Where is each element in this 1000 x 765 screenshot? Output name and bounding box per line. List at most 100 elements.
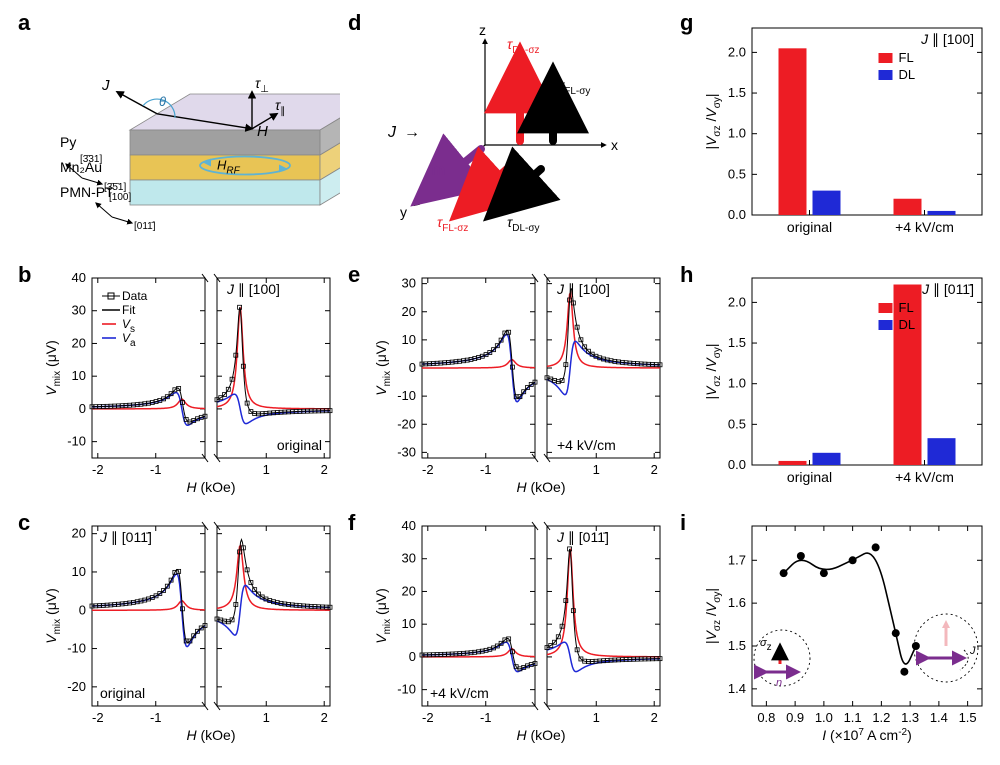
svg-text:2: 2 bbox=[321, 462, 328, 477]
svg-text:1.0: 1.0 bbox=[728, 376, 746, 391]
svg-text:|Vσz /Vσy|: |Vσz /Vσy| bbox=[703, 588, 723, 644]
panel-label-f: f bbox=[348, 510, 355, 536]
svg-text:30: 30 bbox=[402, 276, 416, 291]
svg-text:Vmix (μV): Vmix (μV) bbox=[373, 588, 393, 644]
svg-text:Vmix (μV): Vmix (μV) bbox=[373, 340, 393, 396]
svg-text:0: 0 bbox=[409, 360, 416, 375]
svg-text:2: 2 bbox=[651, 462, 658, 477]
panel-label-b: b bbox=[18, 262, 31, 288]
svg-text:2: 2 bbox=[651, 710, 658, 725]
svg-text:J ∥ [100]: J ∥ [100] bbox=[556, 281, 610, 297]
panel-label-a: a bbox=[18, 10, 30, 36]
svg-text:-1: -1 bbox=[150, 710, 162, 725]
svg-text:→: → bbox=[404, 124, 420, 141]
panel-a-schematic: PyMn₂AuPMN-PTJHθτ∥τ⊥HRF[3̄31][3̄5̄1][100… bbox=[40, 20, 340, 245]
svg-text:-20: -20 bbox=[67, 679, 86, 694]
svg-text:DL: DL bbox=[899, 317, 916, 332]
svg-text:I (×107 A cm-2): I (×107 A cm-2) bbox=[822, 727, 912, 743]
svg-text:1.6: 1.6 bbox=[728, 595, 746, 610]
svg-text:τ⊥: τ⊥ bbox=[255, 75, 269, 95]
svg-text:1.1: 1.1 bbox=[844, 710, 862, 725]
svg-text:original: original bbox=[100, 685, 145, 701]
svg-text:0.0: 0.0 bbox=[728, 207, 746, 222]
svg-text:-2: -2 bbox=[92, 710, 104, 725]
svg-text:original: original bbox=[277, 437, 322, 453]
svg-text:τFL-σy: τFL-σy bbox=[559, 77, 590, 97]
svg-text:J ∥ [100]: J ∥ [100] bbox=[226, 281, 280, 297]
panel-i-scatter: 0.80.91.01.11.21.31.41.51.41.51.61.7|Vσz… bbox=[700, 518, 990, 748]
svg-text:2.0: 2.0 bbox=[728, 294, 746, 309]
svg-text:-1: -1 bbox=[480, 462, 492, 477]
svg-text:τDL-σy: τDL-σy bbox=[507, 214, 540, 234]
svg-text:1.5: 1.5 bbox=[728, 638, 746, 653]
svg-text:1: 1 bbox=[263, 710, 270, 725]
svg-text:-10: -10 bbox=[67, 641, 86, 656]
svg-text:Data: Data bbox=[122, 289, 148, 303]
svg-text:30: 30 bbox=[402, 551, 416, 566]
svg-text:0: 0 bbox=[79, 602, 86, 617]
svg-text:0.5: 0.5 bbox=[728, 416, 746, 431]
svg-text:[100]: [100] bbox=[109, 192, 131, 203]
svg-text:θ: θ bbox=[159, 94, 166, 109]
svg-text:H (kOe): H (kOe) bbox=[186, 727, 235, 743]
svg-text:-2: -2 bbox=[422, 710, 434, 725]
svg-text:1.2: 1.2 bbox=[872, 710, 890, 725]
svg-text:1.4: 1.4 bbox=[728, 681, 746, 696]
panel-b-stfmr: -10010203040-2-112Vmix (μV)H (kOe)J ∥ [1… bbox=[40, 270, 340, 500]
panel-label-e: e bbox=[348, 262, 360, 288]
svg-text:τFL-σz: τFL-σz bbox=[437, 214, 468, 234]
svg-text:1: 1 bbox=[593, 710, 600, 725]
svg-text:|Vσz /Vσy|: |Vσz /Vσy| bbox=[703, 93, 723, 149]
svg-text:FL: FL bbox=[899, 300, 914, 315]
svg-text:original: original bbox=[787, 219, 832, 235]
svg-text:y: y bbox=[400, 204, 407, 220]
panel-label-i: i bbox=[680, 510, 686, 536]
svg-text:original: original bbox=[787, 469, 832, 485]
svg-text:Fit: Fit bbox=[122, 303, 136, 317]
svg-text:20: 20 bbox=[402, 583, 416, 598]
svg-text:-30: -30 bbox=[397, 444, 416, 459]
svg-text:H (kOe): H (kOe) bbox=[516, 727, 565, 743]
svg-text:20: 20 bbox=[72, 335, 86, 350]
svg-text:0: 0 bbox=[409, 649, 416, 664]
svg-text:Vmix (μV): Vmix (μV) bbox=[43, 340, 63, 396]
svg-text:Py: Py bbox=[60, 134, 76, 150]
svg-text:+4 kV/cm: +4 kV/cm bbox=[895, 219, 954, 235]
svg-text:+4 kV/cm: +4 kV/cm bbox=[895, 469, 954, 485]
svg-text:1: 1 bbox=[593, 462, 600, 477]
svg-text:20: 20 bbox=[402, 304, 416, 319]
svg-text:σz: σz bbox=[760, 637, 772, 653]
svg-text:DL: DL bbox=[899, 67, 916, 82]
svg-text:10: 10 bbox=[72, 564, 86, 579]
panel-h-bar: 0.00.51.01.52.0original+4 kV/cm|Vσz /Vσy… bbox=[700, 270, 990, 495]
svg-text:10: 10 bbox=[402, 616, 416, 631]
svg-text:-10: -10 bbox=[397, 388, 416, 403]
svg-text:[3̄31]: [3̄31] bbox=[80, 154, 102, 165]
panel-f-stfmr: -10010203040-2-112Vmix (μV)H (kOe)J ∥ [0… bbox=[370, 518, 670, 748]
svg-text:40: 40 bbox=[402, 518, 416, 533]
svg-text:FL: FL bbox=[899, 50, 914, 65]
svg-text:10: 10 bbox=[402, 332, 416, 347]
svg-text:J: J bbox=[101, 77, 110, 94]
svg-text:+4 kV/cm: +4 kV/cm bbox=[430, 685, 489, 701]
svg-text:1: 1 bbox=[263, 462, 270, 477]
svg-text:2.0: 2.0 bbox=[728, 44, 746, 59]
svg-text:1.5: 1.5 bbox=[728, 335, 746, 350]
svg-text:-1: -1 bbox=[150, 462, 162, 477]
svg-text:H (kOe): H (kOe) bbox=[516, 479, 565, 495]
svg-text:30: 30 bbox=[72, 303, 86, 318]
svg-text:H (kOe): H (kOe) bbox=[186, 479, 235, 495]
svg-text:-1: -1 bbox=[480, 710, 492, 725]
svg-text:z: z bbox=[479, 22, 486, 38]
svg-text:J ∥ [011̄]: J ∥ [011̄] bbox=[921, 281, 974, 297]
panel-label-h: h bbox=[680, 262, 693, 288]
svg-text:1.7: 1.7 bbox=[728, 552, 746, 567]
panel-label-d: d bbox=[348, 10, 361, 36]
svg-text:1.5: 1.5 bbox=[959, 710, 977, 725]
panel-c-stfmr: -20-1001020-2-112Vmix (μV)H (kOe)J ∥ [01… bbox=[40, 518, 340, 748]
svg-text:0: 0 bbox=[79, 401, 86, 416]
panel-label-g: g bbox=[680, 10, 693, 36]
svg-text:1.5: 1.5 bbox=[728, 85, 746, 100]
svg-text:0.8: 0.8 bbox=[757, 710, 775, 725]
svg-text:2: 2 bbox=[321, 710, 328, 725]
